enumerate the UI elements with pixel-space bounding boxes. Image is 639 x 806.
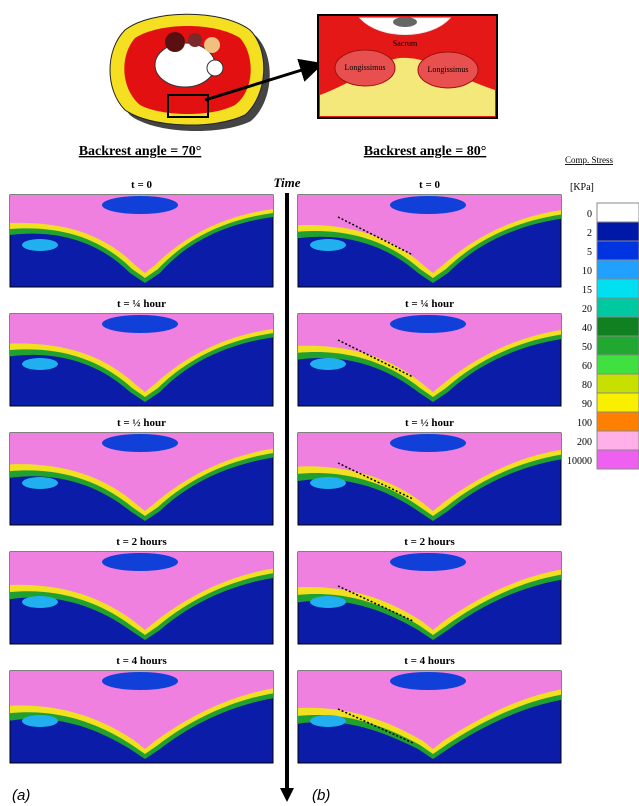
panel-label: t = 2 hours bbox=[404, 536, 455, 548]
contour bbox=[310, 239, 346, 251]
legend-level: 200 bbox=[577, 437, 592, 448]
legend-level: 2 bbox=[587, 228, 592, 239]
caption: (a) bbox=[12, 787, 30, 804]
contour bbox=[102, 672, 178, 690]
contour bbox=[22, 358, 58, 370]
legend-level: 40 bbox=[582, 323, 592, 334]
legend-swatch bbox=[597, 431, 639, 450]
stress-panel bbox=[298, 671, 561, 763]
stress-panel bbox=[298, 552, 561, 644]
legend-swatch bbox=[597, 393, 639, 412]
contour bbox=[310, 358, 346, 370]
stress-panel bbox=[298, 433, 561, 525]
contour bbox=[102, 315, 178, 333]
legend-swatch bbox=[597, 317, 639, 336]
contour bbox=[310, 596, 346, 608]
contour bbox=[22, 715, 58, 727]
legend-level: 5 bbox=[587, 247, 592, 258]
figure: Sacrum Longissimus Longissimus Backrest … bbox=[0, 0, 639, 806]
legend-swatch bbox=[597, 298, 639, 317]
time-arrowhead bbox=[280, 788, 294, 802]
stress-panel bbox=[10, 314, 273, 406]
legend-swatch bbox=[597, 222, 639, 241]
panel-label: t = ¼ hour bbox=[405, 298, 454, 310]
legend-swatch bbox=[597, 260, 639, 279]
legend-level: 10 bbox=[582, 266, 592, 277]
contour bbox=[22, 596, 58, 608]
contour bbox=[390, 672, 466, 690]
legend-level: 90 bbox=[582, 399, 592, 410]
caption: (b) bbox=[312, 787, 330, 804]
contour bbox=[102, 434, 178, 452]
stress-panel bbox=[10, 671, 273, 763]
panel-label: t = 4 hours bbox=[404, 655, 455, 667]
contour bbox=[390, 434, 466, 452]
panel-label: t = 0 bbox=[131, 179, 152, 191]
legend-title: Comp. Stress bbox=[565, 155, 614, 165]
legend-level: 100 bbox=[577, 418, 592, 429]
legend-level: 0 bbox=[587, 209, 592, 220]
stress-panel bbox=[298, 314, 561, 406]
legend-level: 20 bbox=[582, 304, 592, 315]
legend-level: 15 bbox=[582, 285, 592, 296]
panel-label: t = 0 bbox=[419, 179, 440, 191]
time-label: Time bbox=[274, 175, 301, 190]
legend-swatch bbox=[597, 203, 639, 222]
legend-swatch bbox=[597, 374, 639, 393]
stress-panel bbox=[298, 195, 561, 287]
stress-panel bbox=[10, 195, 273, 287]
contour bbox=[102, 553, 178, 571]
inset-label: Sacrum bbox=[393, 39, 418, 48]
panel-label: t = ½ hour bbox=[405, 417, 454, 429]
contour bbox=[390, 196, 466, 214]
legend-swatch bbox=[597, 279, 639, 298]
cross-section bbox=[110, 14, 318, 131]
legend-unit: [KPa] bbox=[570, 182, 594, 193]
legend-level: 80 bbox=[582, 380, 592, 391]
legend-swatch bbox=[597, 241, 639, 260]
column-title: Backrest angle = 70° bbox=[79, 144, 202, 159]
legend-swatch bbox=[597, 355, 639, 374]
contour bbox=[390, 315, 466, 333]
contour bbox=[310, 477, 346, 489]
legend-swatch bbox=[597, 336, 639, 355]
legend-level: 50 bbox=[582, 342, 592, 353]
zoom-box: Sacrum Longissimus Longissimus bbox=[318, 15, 497, 118]
inset-label: Longissimus bbox=[428, 65, 469, 74]
stress-panel bbox=[10, 552, 273, 644]
column-title: Backrest angle = 80° bbox=[364, 144, 487, 159]
inset-label: Longissimus bbox=[345, 63, 386, 72]
panel-label: t = 2 hours bbox=[116, 536, 167, 548]
panel-label: t = ¼ hour bbox=[117, 298, 166, 310]
legend-swatch bbox=[597, 412, 639, 431]
contour bbox=[390, 553, 466, 571]
legend-level: 10000 bbox=[567, 456, 592, 467]
legend-level: 60 bbox=[582, 361, 592, 372]
stress-panel bbox=[10, 433, 273, 525]
contour bbox=[102, 196, 178, 214]
panel-label: t = ½ hour bbox=[117, 417, 166, 429]
contour bbox=[310, 715, 346, 727]
contour bbox=[22, 477, 58, 489]
panel-label: t = 4 hours bbox=[116, 655, 167, 667]
legend-swatch bbox=[597, 450, 639, 469]
contour bbox=[22, 239, 58, 251]
